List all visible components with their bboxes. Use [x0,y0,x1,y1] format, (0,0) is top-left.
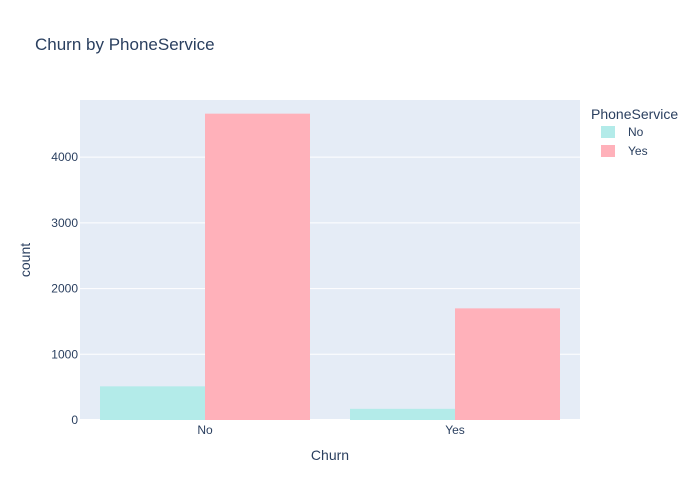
y-axis-title: count [17,243,33,277]
y-tick-label: 2000 [51,282,78,296]
bar-yes-yes[interactable] [455,308,560,420]
legend-label-no[interactable]: No [628,125,644,139]
bar-no-yes[interactable] [350,408,455,420]
y-tick-label: 0 [71,413,78,427]
x-tick-label: Yes [445,423,465,437]
x-tick-label: No [197,423,213,437]
y-tick-label: 4000 [51,150,78,164]
y-axis-ticks: 0 1000 2000 3000 4000 [51,150,78,427]
y-tick-label: 3000 [51,216,78,230]
bar-yes-no[interactable] [205,113,310,420]
y-tick-label: 1000 [51,347,78,361]
x-axis-title: Churn [311,447,349,463]
legend-label-yes[interactable]: Yes [628,144,648,158]
chart-title: Churn by PhoneService [35,35,215,54]
legend-swatch-no[interactable] [601,126,615,138]
legend-title: PhoneService [591,106,678,122]
bar-no-no[interactable] [100,386,205,420]
bars [100,113,560,420]
legend[interactable]: No Yes [601,125,648,158]
x-axis-ticks: No Yes [197,423,464,437]
legend-swatch-yes[interactable] [601,145,615,157]
